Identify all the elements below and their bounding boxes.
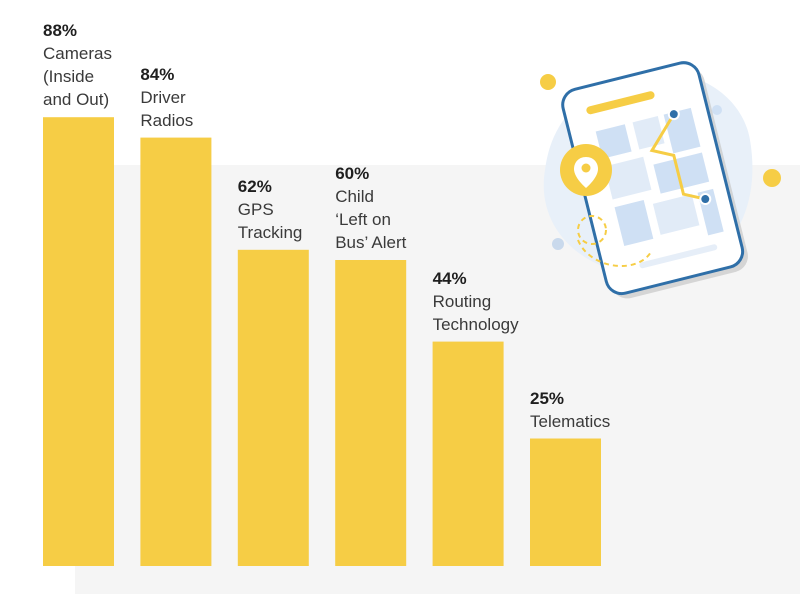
category-label: Technology bbox=[432, 314, 519, 334]
bar-0 bbox=[43, 117, 114, 566]
category-label: Child bbox=[335, 187, 374, 206]
decor-dot-blue-top bbox=[712, 105, 722, 115]
category-label: Tracking bbox=[237, 222, 303, 242]
map-block bbox=[595, 124, 632, 159]
decor-dot-yellow-large bbox=[540, 74, 556, 90]
bar-label-5: 25% Telematics bbox=[530, 387, 630, 433]
bar-label-3: 60% Child ‘Left on Bus’ Alert bbox=[335, 162, 435, 254]
map-block bbox=[652, 194, 700, 235]
category-label: Cameras bbox=[43, 44, 112, 64]
category-label: Telematics bbox=[530, 411, 611, 431]
category-label: (Inside bbox=[43, 67, 95, 87]
category-label: and Out) bbox=[43, 90, 110, 110]
category-label: Radios bbox=[140, 110, 194, 130]
phone-map-location-icon bbox=[540, 61, 781, 299]
value-label: 62% bbox=[237, 176, 272, 196]
route-point bbox=[699, 193, 712, 206]
map-block bbox=[653, 152, 710, 194]
category-label: Routing bbox=[432, 291, 492, 311]
bar-label-4: 44% Routing Technology bbox=[433, 267, 533, 336]
phone-bottom-bar bbox=[639, 244, 718, 269]
map-block bbox=[604, 156, 652, 200]
decor-dot-blue-left bbox=[552, 238, 564, 250]
category-label: Bus’ Alert bbox=[335, 233, 407, 252]
dashed-trail bbox=[577, 239, 653, 267]
route-line bbox=[649, 113, 706, 201]
dashed-ring bbox=[577, 215, 607, 245]
route-point bbox=[667, 108, 680, 121]
value-label: 25% bbox=[530, 388, 565, 408]
value-label: 60% bbox=[335, 164, 370, 183]
bar-3 bbox=[335, 260, 407, 566]
location-pin-icon bbox=[560, 144, 612, 196]
value-label: 88% bbox=[43, 21, 78, 41]
category-label: Driver bbox=[140, 87, 186, 107]
map-block bbox=[614, 199, 654, 247]
bar-4 bbox=[432, 341, 504, 566]
decor-dot-yellow-right bbox=[763, 169, 781, 187]
bar-2 bbox=[237, 249, 309, 567]
bar-label-0: 88% Cameras (Inside and Out) bbox=[43, 19, 143, 111]
value-label: 44% bbox=[432, 268, 467, 288]
value-label: 84% bbox=[140, 64, 175, 84]
bar-5 bbox=[530, 438, 601, 566]
bar-1 bbox=[140, 137, 212, 566]
bar-label-2: 62% GPS Tracking bbox=[238, 175, 338, 244]
category-label: ‘Left on bbox=[335, 210, 391, 229]
category-label: GPS bbox=[237, 199, 274, 219]
phone-top-bar bbox=[586, 91, 655, 115]
bar-label-1: 84% Driver Radios bbox=[140, 63, 240, 132]
